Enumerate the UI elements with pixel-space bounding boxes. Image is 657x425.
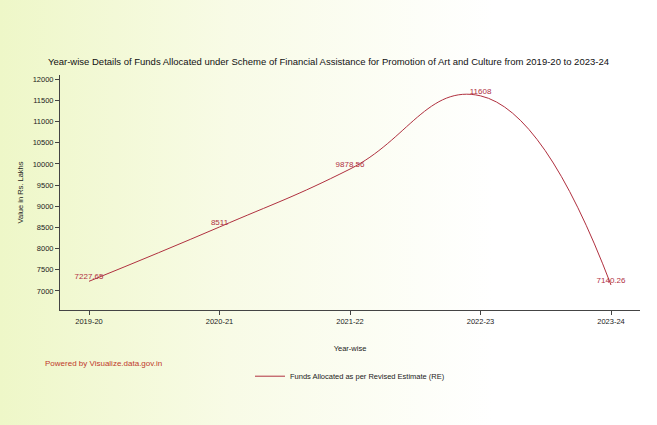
svg-text:8000: 8000 bbox=[37, 244, 54, 253]
svg-text:2019-20: 2019-20 bbox=[75, 317, 103, 326]
svg-text:9878.56: 9878.56 bbox=[336, 160, 365, 169]
svg-text:Value in Rs. Lakhs: Value in Rs. Lakhs bbox=[16, 161, 25, 223]
svg-text:2023-24: 2023-24 bbox=[597, 317, 625, 326]
svg-text:10000: 10000 bbox=[33, 160, 54, 169]
svg-text:Funds Allocated as per Revised: Funds Allocated as per Revised Estimate … bbox=[290, 372, 445, 381]
svg-text:2021-22: 2021-22 bbox=[336, 317, 364, 326]
svg-text:8500: 8500 bbox=[37, 223, 54, 232]
svg-text:7500: 7500 bbox=[37, 265, 54, 274]
svg-text:2022-23: 2022-23 bbox=[467, 317, 495, 326]
svg-text:7000: 7000 bbox=[37, 287, 54, 296]
svg-text:9500: 9500 bbox=[37, 181, 54, 190]
svg-text:10500: 10500 bbox=[33, 138, 54, 147]
svg-text:Year-wise Details of Funds All: Year-wise Details of Funds Allocated und… bbox=[48, 56, 609, 67]
svg-text:11608: 11608 bbox=[470, 87, 492, 96]
svg-text:7227.65: 7227.65 bbox=[75, 272, 104, 281]
svg-text:Year-wise: Year-wise bbox=[334, 344, 367, 353]
svg-text:7140.26: 7140.26 bbox=[597, 276, 626, 285]
svg-text:11000: 11000 bbox=[33, 117, 53, 126]
svg-text:2020-21: 2020-21 bbox=[206, 317, 234, 326]
svg-text:Powered by Visualize.data.gov.: Powered by Visualize.data.gov.in bbox=[45, 359, 162, 368]
svg-text:12000: 12000 bbox=[33, 75, 54, 84]
svg-text:8511: 8511 bbox=[211, 218, 229, 227]
svg-text:11500: 11500 bbox=[33, 96, 53, 105]
svg-text:9000: 9000 bbox=[37, 202, 54, 211]
